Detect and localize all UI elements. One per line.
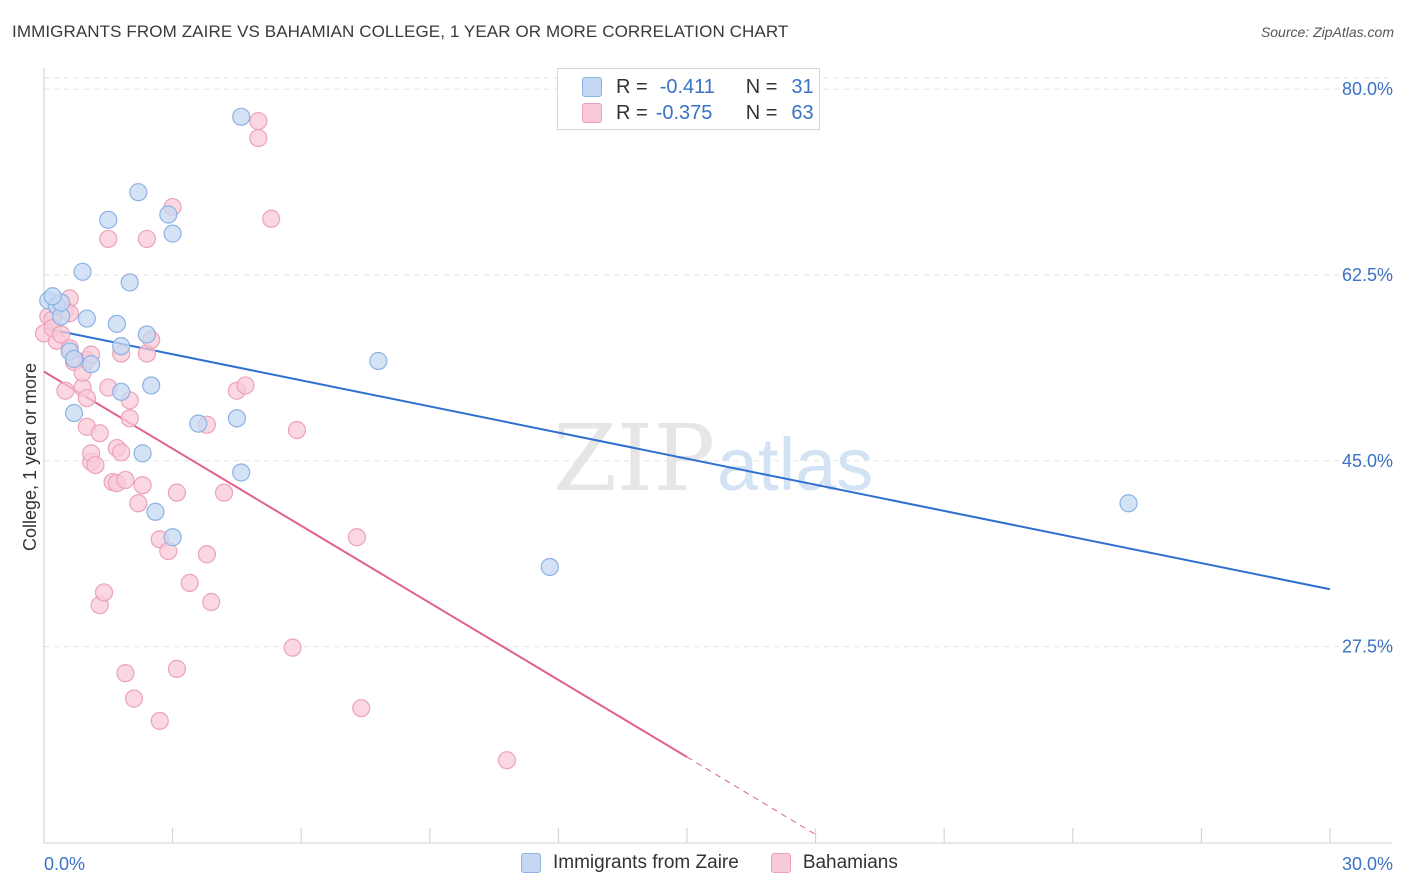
zaire-point (1119, 494, 1138, 513)
zaire-point (159, 205, 178, 224)
n-value: 31 (791, 75, 814, 98)
watermark: ZIP atlas (553, 405, 873, 512)
zaire-point (64, 349, 84, 368)
n-label: N = (745, 75, 778, 98)
zaire-point (112, 382, 131, 401)
bahamians-point (249, 128, 268, 148)
bahamians-point (352, 699, 371, 718)
bahamians-point (236, 376, 255, 395)
bahamians-point (124, 689, 144, 708)
zaire-point (99, 210, 118, 229)
bahamians-legend-swatch (770, 853, 791, 873)
bahamians-point (56, 381, 75, 400)
bahamians-point (137, 229, 156, 249)
zaire-point (82, 355, 101, 374)
bahamians-point (180, 573, 199, 592)
chart-title: IMMIGRANTS FROM ZAIRE VS BAHAMIAN COLLEG… (12, 22, 789, 41)
legend-label-zaire: Immigrants from Zaire (553, 852, 739, 873)
bahamians-point (116, 470, 135, 490)
zaire-point (133, 444, 152, 463)
bahamians-point (86, 455, 105, 475)
zaire-point (232, 107, 251, 126)
source-label: Source: ZipAtlas.com (1260, 24, 1394, 40)
zaire-point (227, 409, 246, 428)
r-value: -0.411 (659, 75, 715, 98)
y-tick-label: 27.5% (1342, 637, 1393, 657)
trend-lines (43, 327, 1331, 835)
bahamians-point (497, 751, 517, 770)
data-points (34, 107, 1138, 770)
tick-labels: 27.5% 45.0% 62.5% 80.0% 0.0% 30.0% (44, 79, 1393, 874)
bahamians-point (120, 409, 139, 428)
bahamians-point (133, 476, 152, 495)
bahamians-trend-extension (686, 756, 816, 835)
bahamians-point (197, 545, 216, 564)
zaire-point (129, 183, 148, 202)
stats-legend: R = -0.411 N = 31 R = -0.375 N = 63 (557, 68, 820, 130)
bahamians-point (287, 420, 307, 440)
legend-item-zaire: Immigrants from Zaire (521, 852, 739, 874)
r-label: R = (616, 101, 648, 124)
zaire-legend-swatch (521, 853, 541, 873)
zaire-point (43, 287, 62, 306)
bahamians-swatch (582, 103, 602, 123)
zaire-point (137, 325, 156, 344)
bahamians-point (214, 483, 234, 502)
legend-item-bahamians: Bahamians (770, 852, 898, 874)
zaire-swatch (582, 77, 602, 97)
zaire-trend-line (43, 327, 1331, 591)
bahamians-point (167, 659, 186, 678)
bahamians-point (249, 111, 268, 131)
bahamians-point (52, 325, 71, 344)
bahamians-point (150, 711, 169, 731)
stats-row-bahamians: R = -0.375 N = 63 (582, 101, 814, 125)
stats-row-zaire: R = -0.411 N = 31 (582, 75, 814, 99)
bahamians-point (167, 483, 186, 502)
axes (43, 68, 1392, 844)
r-label: R = (616, 75, 648, 98)
zaire-point (146, 502, 165, 521)
zaire-point (232, 463, 251, 482)
bahamians-point (347, 528, 367, 547)
zaire-point (189, 414, 208, 433)
r-value: -0.375 (655, 101, 713, 124)
zaire-point (112, 337, 131, 356)
bahamians-point (116, 664, 135, 683)
bahamians-point (99, 229, 118, 249)
zaire-point (64, 403, 84, 423)
bahamians-point (77, 389, 96, 408)
zaire-point (120, 273, 139, 292)
zaire-point (77, 309, 96, 328)
bahamians-point (262, 209, 281, 228)
zaire-point (540, 557, 559, 577)
series-legend: Immigrants from Zaire Bahamians (521, 852, 930, 874)
zaire-point (142, 376, 161, 395)
bahamians-point (129, 494, 148, 513)
bahamians-point (283, 638, 302, 657)
n-label: N = (745, 101, 778, 124)
y-tick-label: 45.0% (1342, 451, 1393, 471)
n-value: 63 (791, 101, 814, 124)
bahamians-point (90, 424, 109, 443)
y-axis-label: College, 1 year or more (20, 363, 40, 551)
zaire-point (107, 314, 126, 333)
zaire-point (369, 351, 388, 371)
x-tick-label: 30.0% (1342, 854, 1393, 874)
bahamians-trend-line (43, 370, 688, 758)
bahamians-point (94, 583, 114, 602)
bahamians-point (202, 592, 221, 612)
y-tick-label: 62.5% (1342, 265, 1393, 285)
y-tick-label: 80.0% (1342, 79, 1393, 99)
zaire-point (73, 262, 92, 281)
x-tick-label: 0.0% (44, 854, 85, 874)
legend-label-bahamians: Bahamians (802, 852, 898, 873)
bahamians-point (112, 443, 131, 462)
zaire-point (163, 224, 182, 243)
zaire-point (163, 528, 182, 547)
watermark-atlas: atlas (717, 423, 873, 506)
